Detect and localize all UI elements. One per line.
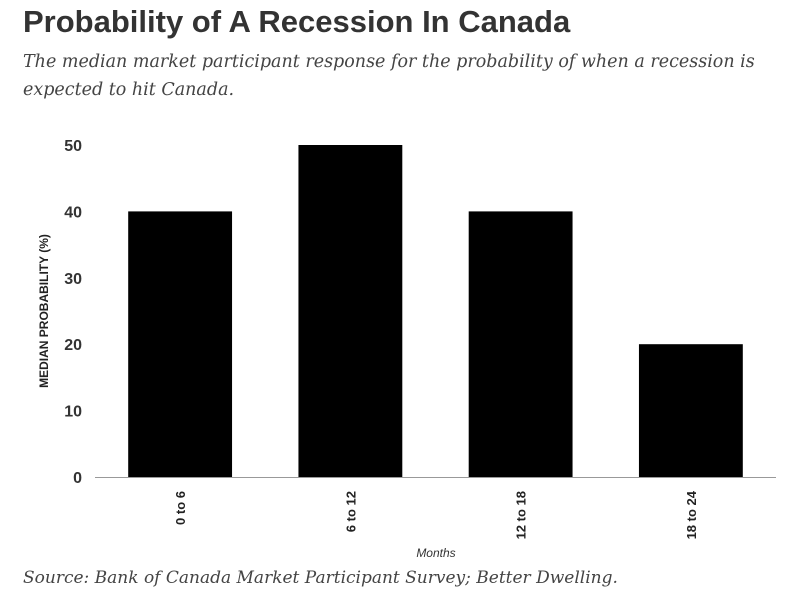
x-tick-label: 6 to 12 [343, 491, 358, 532]
bars [128, 145, 743, 477]
x-axis-label: Months [416, 546, 455, 560]
chart-subtitle: The median market participant response f… [23, 52, 755, 100]
chart-title: Probability of A Recession In Canada [23, 4, 571, 39]
x-tick-label: 12 to 18 [514, 491, 529, 539]
y-axis-ticks: 0 10 20 30 40 50 [64, 138, 82, 487]
y-tick-label: 50 [64, 138, 82, 155]
x-axis-ticks: 0 to 6 6 to 12 12 to 18 18 to 24 [173, 490, 699, 539]
bar [298, 145, 403, 477]
bar [128, 211, 233, 477]
x-tick-label: 18 to 24 [684, 490, 699, 539]
y-tick-label: 10 [64, 404, 82, 421]
y-tick-label: 30 [64, 271, 82, 288]
source-note: Source: Bank of Canada Market Participan… [23, 568, 618, 588]
y-tick-label: 0 [73, 470, 82, 487]
bar [468, 211, 573, 477]
x-tick-label: 0 to 6 [173, 491, 188, 525]
y-axis-label: MEDIAN PROBABILITY (%) [37, 234, 51, 388]
y-tick-label: 40 [64, 204, 82, 221]
y-tick-label: 20 [64, 337, 82, 354]
bar [638, 344, 743, 477]
